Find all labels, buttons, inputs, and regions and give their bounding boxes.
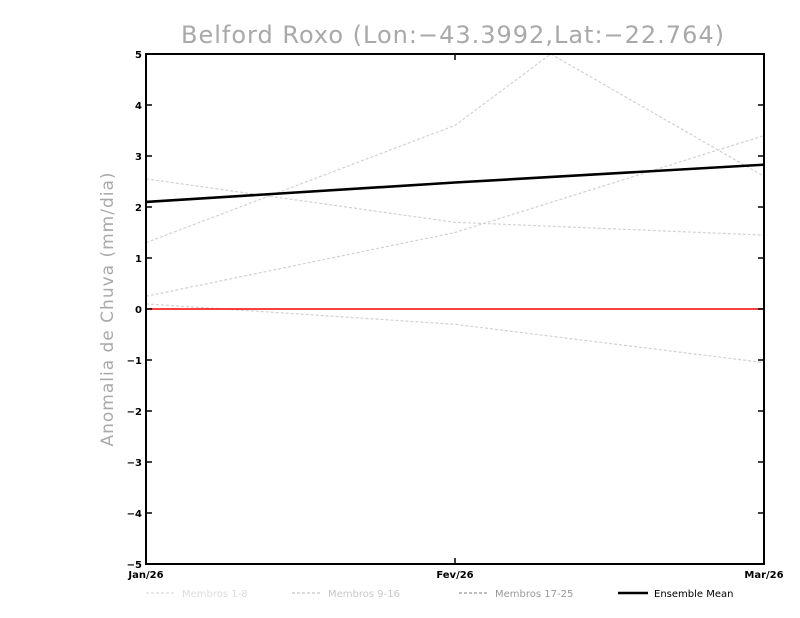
member-line: [146, 303, 764, 364]
legend-label: Membros 1-8: [182, 589, 248, 600]
legend-label: Membros 9-16: [328, 589, 400, 600]
series-group: [146, 54, 764, 364]
member-line: [146, 135, 764, 297]
legend: Membros 1-8 Membros 9-16 Membros 17-25 Ense…: [146, 589, 733, 600]
ensemble-mean-line: [146, 163, 764, 204]
legend-label: Membros 17-25: [495, 589, 573, 600]
y-tick-label: −3: [127, 458, 142, 469]
y-tick-label: −4: [127, 509, 142, 520]
y-tick-label: 3: [135, 152, 142, 163]
x-tick-label: Fev/26: [436, 570, 473, 581]
y-axis-label: Anomalia de Chuva (mm/dia): [98, 171, 118, 446]
member-line: [146, 178, 764, 236]
y-tick-label: 5: [135, 50, 142, 61]
y-tick-label: 2: [135, 203, 142, 214]
x-tick-label: Jan/26: [127, 570, 163, 581]
y-tick-label: 1: [135, 254, 142, 265]
y-tick-label: −1: [127, 356, 142, 367]
chart-title: Belford Roxo (Lon:−43.3992,Lat:−22.764): [181, 21, 725, 49]
x-tick-label: Mar/26: [744, 570, 783, 581]
y-tick-label: 0: [135, 305, 142, 316]
y-tick-label: 4: [135, 101, 142, 112]
plot-area: −5 −4 −3 −2 −1 0 1 2 3 4 5 Jan/26 Fev/26 Mar/26: [127, 50, 784, 581]
legend-label: Ensemble Mean: [654, 589, 733, 600]
member-line: [146, 54, 764, 244]
y-tick-label: −5: [127, 560, 142, 571]
y-tick-label: −2: [127, 407, 142, 418]
